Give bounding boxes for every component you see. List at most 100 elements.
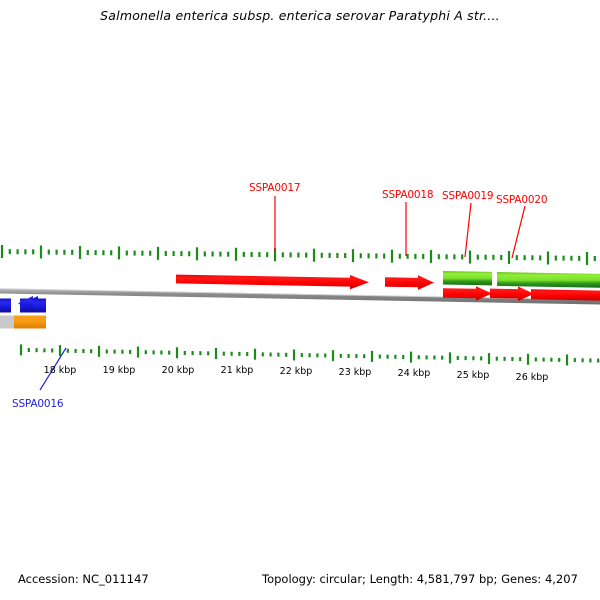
highlight-band-sspa0016[interactable]	[0, 315, 46, 329]
tick-major	[429, 250, 433, 264]
gene-leader-line	[511, 205, 526, 259]
tick-minor	[8, 249, 11, 255]
tick-minor	[164, 250, 167, 256]
rna-track-segments[interactable]	[443, 271, 600, 288]
tick-minor	[495, 356, 498, 361]
gene-arrow-sspa0018[interactable]	[385, 275, 434, 290]
tick-major	[312, 248, 316, 262]
tick-minor	[105, 349, 108, 354]
tick-major	[273, 248, 277, 262]
tick-minor	[183, 350, 186, 355]
ruler-tick-label: 21 kbp	[220, 365, 254, 376]
tick-minor	[227, 251, 230, 257]
tick-minor	[269, 352, 272, 357]
tick-minor	[417, 355, 420, 360]
tick-minor	[433, 355, 436, 360]
tick-minor	[503, 356, 506, 361]
gene-arrow-sspa0020[interactable]	[531, 289, 600, 301]
tick-minor	[238, 351, 241, 356]
tick-minor	[383, 253, 386, 259]
tick-minor	[363, 354, 366, 359]
tick-minor	[188, 251, 191, 257]
gene-label-sspa0020[interactable]: SSPA0020	[496, 194, 548, 206]
tick-minor	[32, 249, 35, 255]
tick-minor	[125, 250, 128, 256]
tick-minor	[152, 350, 155, 355]
ruler-tick-label: 20 kbp	[161, 365, 195, 376]
tick-minor	[308, 353, 311, 358]
gene-label-sspa0019[interactable]: SSPA0019	[442, 190, 494, 202]
tick-minor	[133, 250, 136, 256]
tick-minor	[437, 254, 440, 260]
tick-major	[253, 348, 257, 360]
tick-minor	[121, 349, 124, 354]
tick-minor	[480, 356, 483, 361]
tick-minor	[492, 254, 495, 260]
tick-major	[526, 353, 530, 365]
tick-minor	[94, 250, 97, 256]
tick-minor	[523, 255, 526, 261]
gene-arrow-sspa0019b[interactable]	[490, 286, 534, 302]
tick-minor	[63, 249, 66, 255]
tick-minor	[344, 253, 347, 259]
status-summary: Topology: circular; Length: 4,581,797 bp…	[262, 572, 578, 586]
tick-minor	[359, 253, 362, 259]
tick-major	[58, 345, 62, 357]
tick-minor	[328, 252, 331, 258]
tick-minor	[461, 254, 464, 260]
gene-arrow-sspa0017[interactable]	[176, 274, 369, 290]
tick-minor	[324, 353, 327, 358]
tick-minor	[414, 253, 417, 259]
tick-minor	[597, 358, 600, 363]
tick-minor	[422, 253, 425, 259]
tick-minor	[289, 252, 292, 258]
tick-minor	[570, 255, 573, 261]
ruler-tick-label: 26 kbp	[515, 372, 549, 383]
tick-minor	[297, 252, 300, 258]
tick-minor	[386, 354, 389, 359]
tick-major	[195, 247, 199, 261]
tick-minor	[55, 249, 58, 255]
tick-major	[117, 246, 121, 260]
tick-minor	[300, 353, 303, 358]
gene-label-sspa0016[interactable]: SSPA0016	[12, 398, 64, 410]
tick-minor	[219, 251, 222, 257]
tick-minor	[320, 252, 323, 258]
tick-minor	[406, 253, 409, 259]
tick-minor	[149, 250, 152, 256]
tick-major	[214, 348, 218, 359]
tick-minor	[222, 351, 225, 356]
tick-minor	[539, 255, 542, 261]
gene-label-sspa0017[interactable]: SSPA0017	[249, 182, 301, 194]
gene-arrow-sspa0016-selected[interactable]	[0, 296, 46, 313]
tick-minor	[394, 354, 397, 359]
tick-minor	[27, 348, 30, 353]
tick-major	[351, 249, 355, 263]
status-accession: Accession: NC_011147	[18, 572, 149, 586]
tick-major	[331, 350, 335, 362]
tick-minor	[534, 357, 537, 362]
tick-minor	[203, 251, 206, 257]
tick-minor	[51, 348, 54, 353]
gene-arrow-sspa0019[interactable]	[443, 286, 492, 301]
tick-major	[78, 245, 82, 259]
tick-minor	[129, 349, 132, 354]
page-title: Salmonella enterica subsp. enterica sero…	[100, 8, 500, 23]
tick-minor	[531, 255, 534, 261]
tick-minor	[519, 357, 522, 362]
tick-major	[390, 249, 394, 263]
gene-leader-line	[464, 202, 472, 258]
tick-major	[370, 350, 374, 362]
tick-minor	[558, 357, 561, 362]
tick-minor	[110, 250, 113, 256]
tick-minor	[464, 356, 467, 361]
tick-minor	[277, 352, 280, 357]
gene-label-sspa0018[interactable]: SSPA0018	[382, 189, 434, 201]
tick-minor	[261, 352, 264, 357]
tick-minor	[113, 349, 116, 354]
tick-minor	[211, 251, 214, 257]
ruler-tick-label: 23 kbp	[338, 367, 372, 378]
tick-minor	[378, 354, 381, 359]
